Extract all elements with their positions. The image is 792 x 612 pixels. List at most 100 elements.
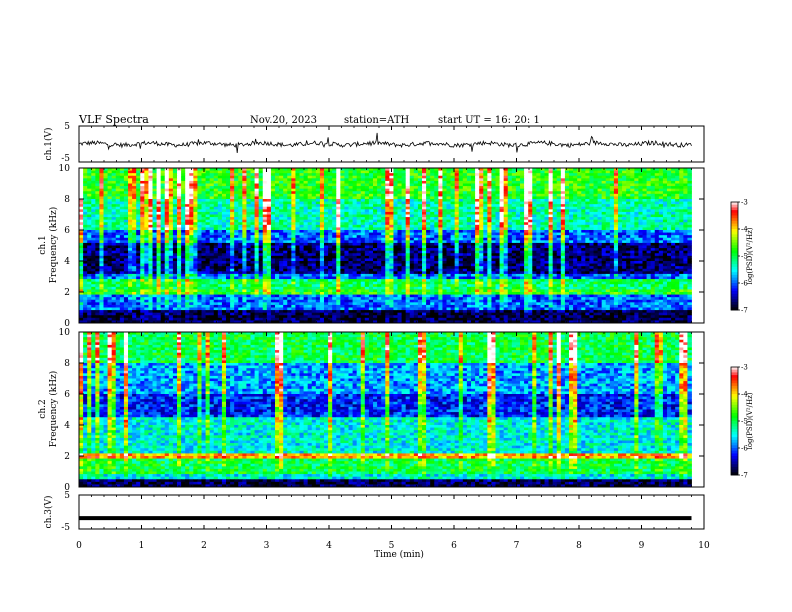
spectrogram-cell bbox=[389, 238, 393, 241]
spectrogram-cell bbox=[581, 204, 585, 207]
spectrogram-cell bbox=[594, 202, 598, 205]
spectrogram-cell bbox=[226, 204, 230, 207]
spectrogram-cell bbox=[532, 243, 536, 246]
spectrogram-cell bbox=[91, 184, 95, 187]
spectrogram-cell bbox=[398, 233, 402, 236]
spectrogram-cell bbox=[467, 202, 471, 205]
spectrogram-cell bbox=[508, 199, 512, 202]
spectrogram-cell bbox=[532, 222, 536, 225]
spectrogram-cell bbox=[148, 207, 152, 210]
spectrogram-cell bbox=[316, 225, 320, 228]
spectrogram-cell bbox=[671, 225, 675, 228]
spectrogram-cell bbox=[675, 196, 679, 199]
spectrogram-cell bbox=[140, 246, 144, 249]
spectrogram-cell bbox=[148, 243, 152, 246]
spectrogram-cell bbox=[402, 248, 406, 251]
spectrogram-cell bbox=[165, 178, 169, 181]
spectrogram-cell bbox=[622, 171, 626, 174]
spectrogram-cell bbox=[169, 199, 173, 202]
spectrogram-cell bbox=[647, 217, 651, 220]
panel-ch1-waveform: 5 -5 ch.1(V) bbox=[43, 122, 704, 164]
spectrogram-cell bbox=[377, 251, 381, 254]
spectrogram-cell bbox=[377, 178, 381, 181]
spectrogram-cell bbox=[361, 238, 365, 241]
spectrogram-cell bbox=[316, 233, 320, 236]
spectrogram-cell bbox=[291, 189, 295, 192]
spectrogram-cell bbox=[422, 181, 426, 184]
spectrogram-cell bbox=[414, 240, 418, 243]
spectrogram-cell bbox=[659, 199, 663, 202]
spectrogram-cell bbox=[483, 251, 487, 254]
spectrogram-cell bbox=[193, 215, 197, 218]
spectrogram-cell bbox=[104, 196, 108, 199]
spectrogram-cell bbox=[447, 186, 451, 189]
spectrogram-cell bbox=[659, 243, 663, 246]
spectrogram-cell bbox=[140, 202, 144, 205]
spectrogram-cell bbox=[479, 235, 483, 238]
spectrogram-cell bbox=[112, 215, 116, 218]
spectrogram-cell bbox=[414, 181, 418, 184]
spectrogram-cell bbox=[140, 235, 144, 238]
spectrogram-cell bbox=[300, 212, 304, 215]
spectrogram-cell bbox=[287, 184, 291, 187]
spectrogram-cell bbox=[104, 202, 108, 205]
spectrogram-cell bbox=[520, 227, 524, 230]
spectrogram-cell bbox=[491, 227, 495, 230]
spectrogram-cell bbox=[304, 199, 308, 202]
spectrogram-cell bbox=[320, 209, 324, 212]
spectrogram-cell bbox=[99, 212, 103, 215]
spectrogram-cell bbox=[516, 194, 520, 197]
spectrogram-cell bbox=[524, 202, 528, 205]
spectrogram-cell bbox=[361, 225, 365, 228]
spectrogram-cell bbox=[353, 173, 357, 176]
spectrogram-cell bbox=[573, 225, 577, 228]
spectrogram-cell bbox=[304, 207, 308, 210]
spectrogram-cell bbox=[389, 222, 393, 225]
spectrogram-cell bbox=[455, 212, 459, 215]
spectrogram-cell bbox=[410, 217, 414, 220]
spectrogram-cell bbox=[202, 238, 206, 241]
spectrogram-cell bbox=[177, 246, 181, 249]
spectrogram-cell bbox=[528, 191, 532, 194]
spectrogram-cell bbox=[185, 196, 189, 199]
spectrogram-cell bbox=[491, 196, 495, 199]
spectrogram-cell bbox=[124, 253, 128, 256]
spectrogram-cell bbox=[402, 181, 406, 184]
spectrogram-cell bbox=[116, 191, 120, 194]
spectrogram-cell bbox=[275, 189, 279, 192]
spectrogram-cell bbox=[524, 178, 528, 181]
spectrogram-cell bbox=[385, 238, 389, 241]
spectrogram-cell bbox=[687, 240, 691, 243]
spectrogram-cell bbox=[418, 181, 422, 184]
spectrogram-cell bbox=[532, 202, 536, 205]
spectrogram-cell bbox=[214, 194, 218, 197]
spectrogram-cell bbox=[610, 186, 614, 189]
spectrogram-cell bbox=[251, 194, 255, 197]
spectrogram-cell bbox=[263, 212, 267, 215]
spectrogram-cell bbox=[132, 176, 136, 179]
spectrogram-cell bbox=[471, 212, 475, 215]
spectrogram-cell bbox=[483, 181, 487, 184]
spectrogram-cell bbox=[267, 204, 271, 207]
spectrogram-cell bbox=[483, 217, 487, 220]
spectrogram-cell bbox=[410, 184, 414, 187]
spectrogram-cell bbox=[671, 235, 675, 238]
spectrogram-cell bbox=[683, 222, 687, 225]
spectrogram-cell bbox=[87, 235, 91, 238]
spectrogram-cell bbox=[455, 196, 459, 199]
spectrogram-cell bbox=[161, 207, 165, 210]
spectrogram-cell bbox=[132, 212, 136, 215]
spectrogram-cell bbox=[459, 251, 463, 254]
spectrogram-cell bbox=[369, 204, 373, 207]
spectrogram-cell bbox=[344, 225, 348, 228]
spectrogram-cell bbox=[565, 225, 569, 228]
spectrogram-cell bbox=[557, 243, 561, 246]
spectrogram-cell bbox=[398, 246, 402, 249]
spectrogram-cell bbox=[610, 248, 614, 251]
spectrogram-cell bbox=[602, 178, 606, 181]
spectrogram-cell bbox=[365, 202, 369, 205]
spectrogram-cell bbox=[336, 246, 340, 249]
spectrogram-cell bbox=[357, 246, 361, 249]
spectrogram-cell bbox=[659, 176, 663, 179]
spectrogram-cell bbox=[185, 215, 189, 218]
